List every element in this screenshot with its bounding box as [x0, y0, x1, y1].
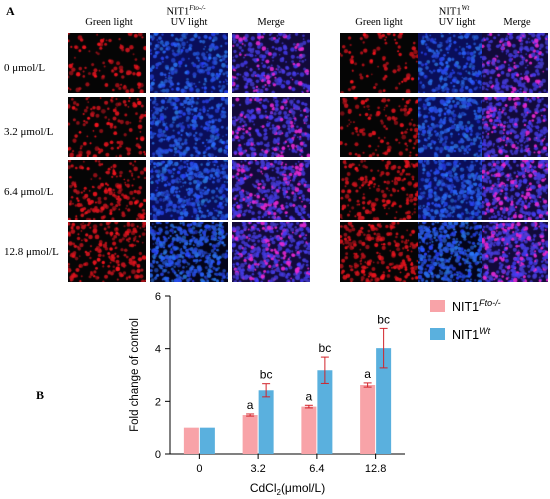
x-axis-label: CdCl2(μmol/L) [250, 481, 325, 497]
legend-label-fto: NIT1Fto-/- [452, 298, 501, 314]
micrograph-merge-wt-row0 [482, 33, 548, 93]
micrograph-merge-wt-row1 [482, 97, 548, 157]
micrograph-merge-fto-row0 [232, 33, 310, 93]
micrograph-merge-fto-row2 [232, 160, 310, 220]
significance-label: a [247, 398, 254, 412]
panel-b-letter: B [36, 388, 45, 402]
bar-wt-6.4 [317, 370, 333, 454]
micrograph-blue-fto-row0 [150, 33, 228, 93]
legend-swatch-fto [430, 300, 445, 312]
micrograph-red-wt-row1 [340, 97, 418, 157]
x-tick-label: 0 [196, 463, 202, 475]
col-header-uv-right: UV light [438, 17, 476, 28]
x-tick-label: 3.2 [250, 463, 265, 475]
micrograph-red-wt-row0 [340, 33, 418, 93]
legend-label-wt: NIT1Wt [452, 326, 491, 342]
legend-swatch-wt [430, 328, 445, 340]
micrograph-merge-wt-row2 [482, 160, 548, 220]
significance-label: bc [377, 312, 390, 326]
micrograph-blue-fto-row2 [150, 160, 228, 220]
group-right-title: NIT1Wt [438, 4, 470, 18]
col-header-uv-left: UV light [170, 17, 208, 28]
significance-label: a [364, 367, 371, 381]
micrograph-red-fto-row2 [68, 160, 146, 220]
row-label-12-8: 12.8 μmol/L [4, 246, 59, 258]
significance-label: a [306, 389, 313, 403]
micrograph-merge-fto-row3 [232, 222, 310, 282]
bar-fto-12.8 [360, 385, 376, 454]
micrograph-red-wt-row3 [340, 222, 418, 282]
bar-wt-3.2 [258, 390, 274, 454]
x-tick-label: 6.4 [309, 463, 324, 475]
bar-wt-12.8 [376, 348, 392, 454]
micrograph-red-wt-row2 [340, 160, 418, 220]
bar-fto-0 [183, 427, 199, 454]
y-tick-label: 4 [155, 344, 161, 356]
row-label-3-2: 3.2 μmol/L [4, 126, 54, 138]
col-header-green-left: Green light [85, 17, 133, 28]
x-tick-label: 12.8 [365, 463, 386, 475]
y-axis-label: Fold change of control [129, 318, 141, 432]
col-header-green-right: Green light [355, 17, 403, 28]
significance-label: bc [260, 368, 273, 382]
y-tick-label: 2 [155, 396, 161, 408]
bar-fto-6.4 [301, 406, 317, 454]
micrograph-blue-fto-row1 [150, 97, 228, 157]
micrograph-merge-fto-row1 [232, 97, 310, 157]
significance-label: bc [319, 341, 332, 355]
bar-fto-3.2 [242, 415, 258, 454]
micrograph-red-fto-row0 [68, 33, 146, 93]
panel-a-letter: A [6, 4, 15, 18]
col-header-merge-left: Merge [257, 17, 285, 28]
micrograph-merge-wt-row3 [482, 222, 548, 282]
y-tick-label: 6 [155, 291, 161, 303]
micrograph-red-fto-row3 [68, 222, 146, 282]
group-left-title: NIT1Fto-/- [166, 4, 206, 18]
col-header-merge-right: Merge [503, 17, 531, 28]
y-tick-label: 0 [155, 449, 161, 461]
row-label-6-4: 6.4 μmol/L [4, 186, 54, 198]
micrograph-red-fto-row1 [68, 97, 146, 157]
row-label-0: 0 μmol/L [4, 62, 46, 74]
bar-chart: 0 2 4 6 Fold change of control 0 3.2 a bc 6.4 a bc 1… [129, 291, 501, 497]
micrograph-blue-fto-row3 [150, 222, 228, 282]
bar-wt-0 [199, 427, 215, 454]
